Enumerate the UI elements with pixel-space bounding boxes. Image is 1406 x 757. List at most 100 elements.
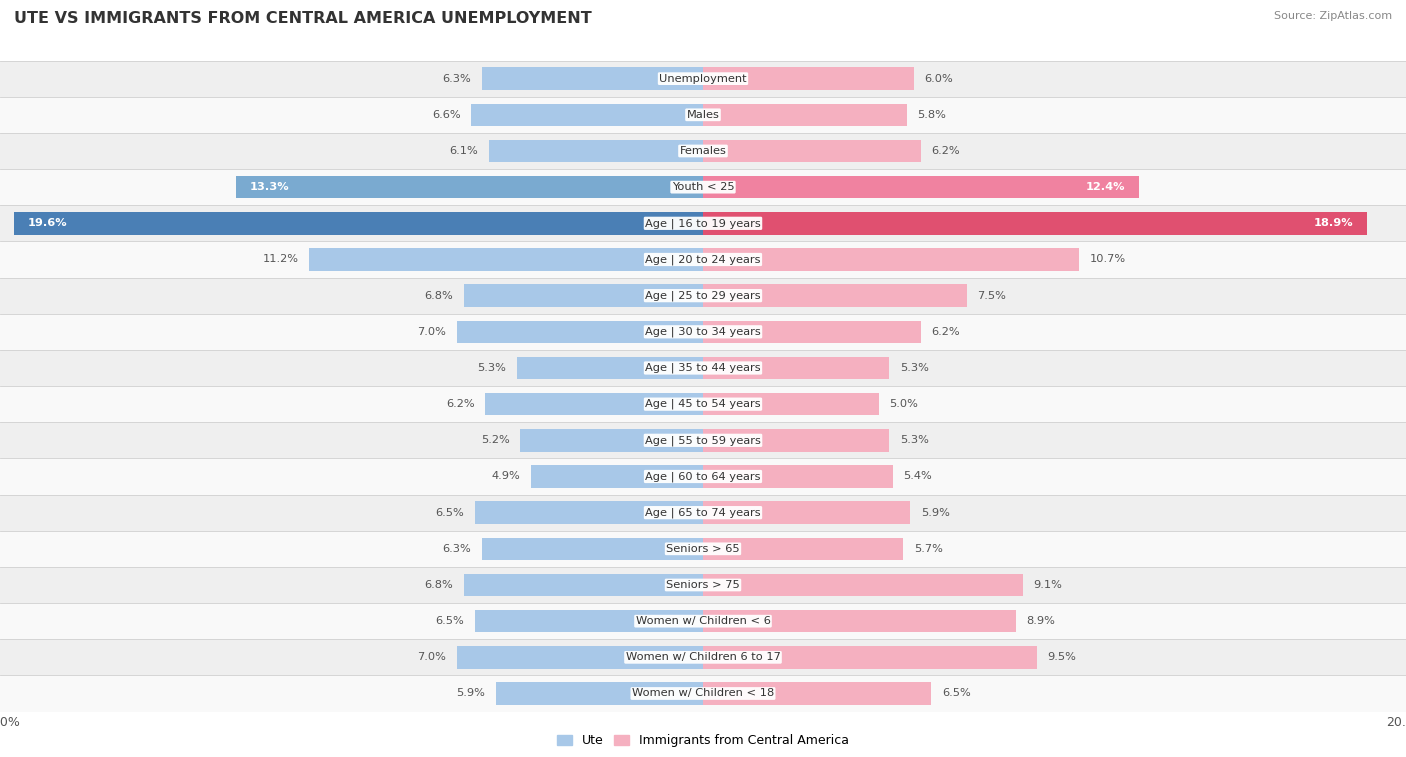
Text: 7.0%: 7.0%	[418, 653, 447, 662]
Bar	[489, 140, 703, 162]
Bar	[0, 494, 1406, 531]
Text: Seniors > 75: Seniors > 75	[666, 580, 740, 590]
Text: 5.4%: 5.4%	[904, 472, 932, 481]
Bar	[0, 386, 1406, 422]
Bar	[0, 567, 1406, 603]
Text: 5.7%: 5.7%	[914, 544, 943, 554]
Bar	[0, 459, 1406, 494]
Text: Age | 45 to 54 years: Age | 45 to 54 years	[645, 399, 761, 410]
Bar	[0, 422, 1406, 459]
Bar	[703, 212, 1367, 235]
Bar	[703, 176, 1139, 198]
Bar	[703, 321, 921, 343]
Bar	[14, 212, 703, 235]
Text: 6.0%: 6.0%	[925, 73, 953, 83]
Text: 6.1%: 6.1%	[450, 146, 478, 156]
Text: Age | 25 to 29 years: Age | 25 to 29 years	[645, 291, 761, 301]
Text: Source: ZipAtlas.com: Source: ZipAtlas.com	[1274, 11, 1392, 21]
Text: 6.8%: 6.8%	[425, 580, 454, 590]
Text: 5.3%: 5.3%	[477, 363, 506, 373]
Bar	[703, 610, 1015, 632]
Bar	[309, 248, 703, 271]
Text: 18.9%: 18.9%	[1313, 218, 1354, 229]
Text: Males: Males	[686, 110, 720, 120]
Bar	[464, 285, 703, 307]
Text: 5.0%: 5.0%	[889, 399, 918, 409]
Bar	[703, 67, 914, 90]
Bar	[0, 205, 1406, 241]
Text: 6.2%: 6.2%	[446, 399, 475, 409]
Bar	[0, 61, 1406, 97]
Text: 6.5%: 6.5%	[942, 689, 970, 699]
Bar	[0, 675, 1406, 712]
Bar	[703, 682, 932, 705]
Text: 9.5%: 9.5%	[1047, 653, 1077, 662]
Bar	[703, 574, 1024, 597]
Bar	[457, 646, 703, 668]
Text: 9.1%: 9.1%	[1033, 580, 1063, 590]
Bar	[703, 248, 1080, 271]
Text: 4.9%: 4.9%	[492, 472, 520, 481]
Text: Women w/ Children < 6: Women w/ Children < 6	[636, 616, 770, 626]
Text: Age | 20 to 24 years: Age | 20 to 24 years	[645, 254, 761, 265]
Bar	[0, 639, 1406, 675]
Bar	[475, 501, 703, 524]
Text: 5.3%: 5.3%	[900, 363, 929, 373]
Text: 8.9%: 8.9%	[1026, 616, 1056, 626]
Text: Women w/ Children < 18: Women w/ Children < 18	[631, 689, 775, 699]
Bar	[0, 241, 1406, 278]
Text: 6.5%: 6.5%	[436, 616, 464, 626]
Bar	[481, 537, 703, 560]
Text: Age | 16 to 19 years: Age | 16 to 19 years	[645, 218, 761, 229]
Text: 6.5%: 6.5%	[436, 508, 464, 518]
Bar	[0, 531, 1406, 567]
Text: 10.7%: 10.7%	[1090, 254, 1126, 264]
Text: 6.8%: 6.8%	[425, 291, 454, 301]
Text: Age | 35 to 44 years: Age | 35 to 44 years	[645, 363, 761, 373]
Bar	[236, 176, 703, 198]
Text: Age | 55 to 59 years: Age | 55 to 59 years	[645, 435, 761, 446]
Bar	[475, 610, 703, 632]
Text: 6.3%: 6.3%	[443, 73, 471, 83]
Bar	[0, 133, 1406, 169]
Text: Youth < 25: Youth < 25	[672, 182, 734, 192]
Bar	[703, 357, 889, 379]
Bar	[0, 97, 1406, 133]
Bar	[0, 278, 1406, 313]
Text: 5.3%: 5.3%	[900, 435, 929, 445]
Legend: Ute, Immigrants from Central America: Ute, Immigrants from Central America	[554, 731, 852, 751]
Bar	[481, 67, 703, 90]
Bar	[703, 466, 893, 488]
Bar	[457, 321, 703, 343]
Text: Age | 60 to 64 years: Age | 60 to 64 years	[645, 472, 761, 481]
Text: 13.3%: 13.3%	[250, 182, 290, 192]
Text: Women w/ Children 6 to 17: Women w/ Children 6 to 17	[626, 653, 780, 662]
Text: 5.2%: 5.2%	[481, 435, 510, 445]
Bar	[531, 466, 703, 488]
Text: Age | 30 to 34 years: Age | 30 to 34 years	[645, 326, 761, 337]
Bar	[485, 393, 703, 416]
Bar	[703, 140, 921, 162]
Bar	[496, 682, 703, 705]
Bar	[0, 603, 1406, 639]
Text: UTE VS IMMIGRANTS FROM CENTRAL AMERICA UNEMPLOYMENT: UTE VS IMMIGRANTS FROM CENTRAL AMERICA U…	[14, 11, 592, 26]
Bar	[703, 104, 907, 126]
Bar	[464, 574, 703, 597]
Bar	[703, 537, 904, 560]
Text: Unemployment: Unemployment	[659, 73, 747, 83]
Text: Age | 65 to 74 years: Age | 65 to 74 years	[645, 507, 761, 518]
Bar	[0, 169, 1406, 205]
Text: Females: Females	[679, 146, 727, 156]
Bar	[703, 501, 911, 524]
Text: 7.0%: 7.0%	[418, 327, 447, 337]
Text: 5.9%: 5.9%	[921, 508, 950, 518]
Text: 6.6%: 6.6%	[432, 110, 461, 120]
Text: 6.2%: 6.2%	[932, 327, 960, 337]
Text: 7.5%: 7.5%	[977, 291, 1007, 301]
Text: 6.2%: 6.2%	[932, 146, 960, 156]
Text: 19.6%: 19.6%	[28, 218, 67, 229]
Bar	[703, 429, 889, 451]
Text: 5.9%: 5.9%	[456, 689, 485, 699]
Bar	[517, 357, 703, 379]
Bar	[703, 393, 879, 416]
